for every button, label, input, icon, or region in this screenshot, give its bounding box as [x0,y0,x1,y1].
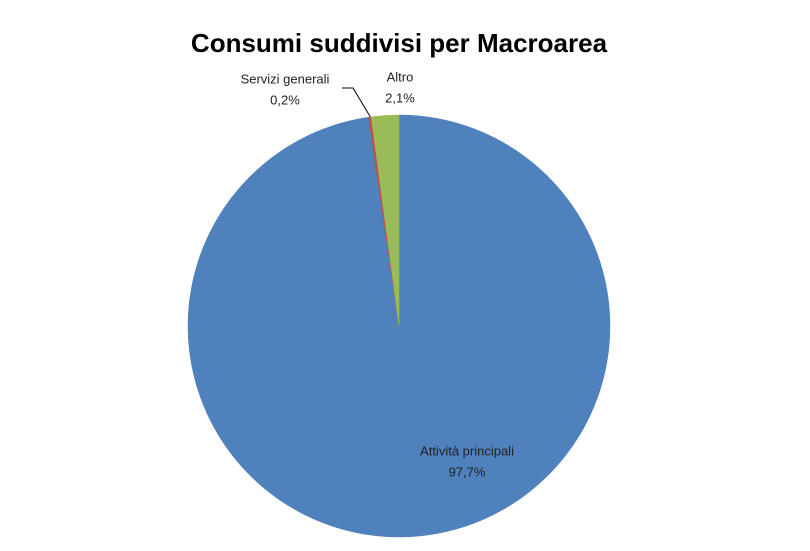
slice-value-label: 97,7% [449,464,486,479]
leader-line [342,87,372,119]
slice-value-label: 2,1% [385,90,415,105]
pie-slice [370,114,400,327]
slice-value-label: 0,2% [270,92,300,107]
slice-label: Attività principali [420,443,514,458]
slice-label: Altro [387,69,414,84]
slice-label: Servizi generali [241,71,330,86]
chart-title: Consumi suddivisi per Macroarea [191,28,608,58]
